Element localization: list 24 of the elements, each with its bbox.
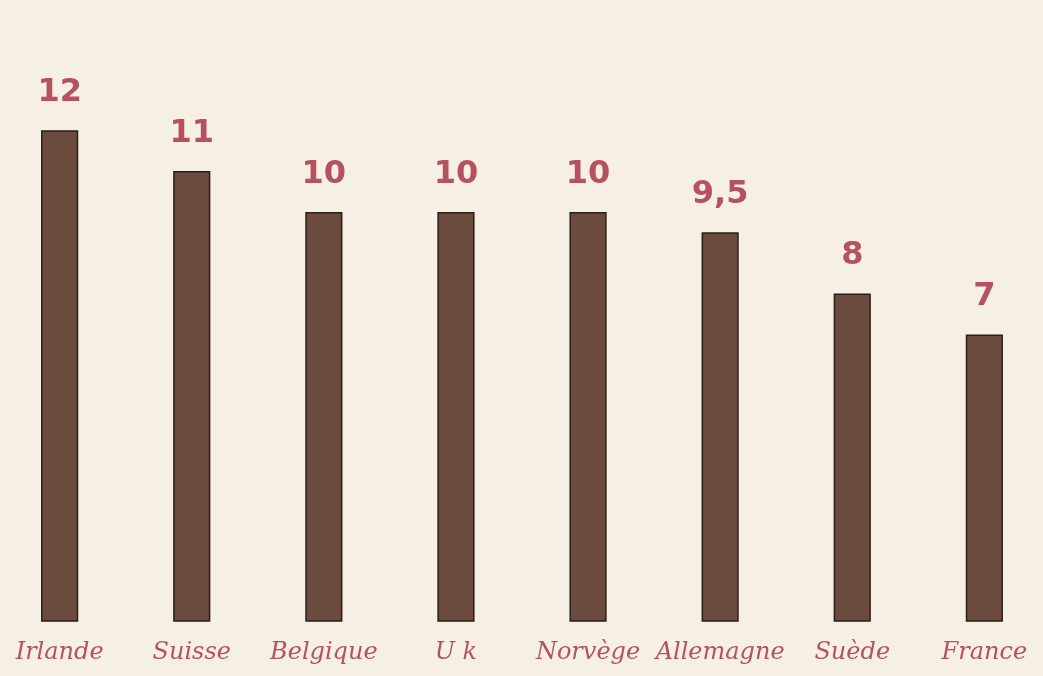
bar [569, 211, 607, 622]
data-label: 9,5 [691, 173, 749, 212]
data-label: 7 [973, 275, 996, 314]
x-tick-label: Suède [814, 636, 891, 665]
x-tick-label: Norvège [534, 636, 641, 665]
data-label: 12 [37, 71, 82, 109]
x-tick-label: France [940, 636, 1028, 665]
x-tick-label: U k [434, 636, 478, 665]
bar [41, 130, 79, 622]
bar [833, 293, 871, 622]
bar [437, 211, 475, 622]
data-label: 8 [841, 234, 864, 273]
x-tick-label: Suisse [152, 636, 231, 665]
data-label: 10 [565, 152, 611, 191]
data-label: 10 [301, 152, 347, 191]
data-label: 11 [169, 111, 215, 150]
bar [965, 334, 1003, 622]
bar [701, 232, 739, 622]
data-label: 10 [433, 152, 479, 191]
bar [305, 211, 343, 622]
x-tick-label: Allemagne [653, 636, 785, 665]
bar [173, 171, 211, 622]
x-tick-label: Irlande [14, 636, 104, 665]
x-tick-label: Belgique [269, 636, 378, 665]
